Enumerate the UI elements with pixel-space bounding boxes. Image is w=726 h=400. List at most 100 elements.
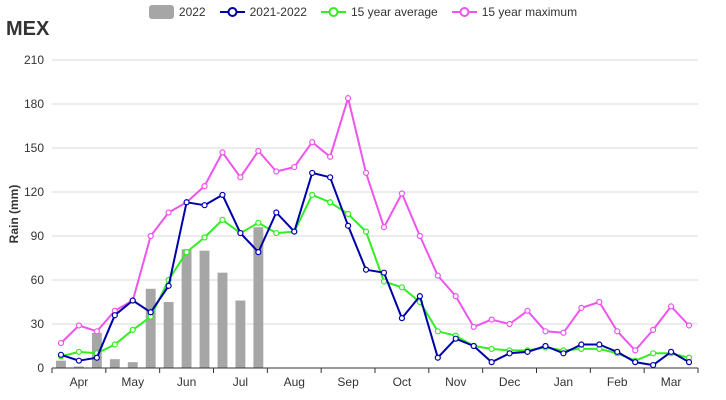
data-point [506, 350, 513, 357]
bar [217, 272, 228, 368]
data-point [201, 234, 208, 241]
data-point [380, 224, 388, 231]
data-point [452, 335, 459, 342]
data-point [667, 348, 675, 355]
data-point [219, 149, 226, 156]
data-point [362, 228, 370, 235]
line-series-15-year-maximum [57, 95, 693, 354]
legend-label: 2022 [178, 5, 206, 19]
data-point [434, 354, 441, 361]
legend-item-15-year-average[interactable]: 15 year average [320, 3, 438, 21]
bar [199, 250, 210, 368]
legend[interactable]: 2022 2021-2022 15 year average 15 year m… [0, 3, 726, 21]
data-point [362, 169, 370, 177]
data-point [596, 298, 603, 306]
data-point [147, 309, 154, 316]
y-tick-label: 0 [37, 361, 44, 375]
legend-label: 15 year maximum [481, 5, 578, 19]
axes: 0 30 60 90 120 150 180 210 Apr May Jun Jul Aug Sep Oct… [24, 53, 699, 389]
bar [235, 300, 246, 368]
bar [181, 249, 192, 368]
x-tick-label: Jan [554, 375, 573, 389]
data-point [650, 350, 657, 357]
data-point [578, 304, 585, 311]
legend-label: 2021-2022 [249, 5, 307, 19]
data-point [344, 95, 352, 102]
data-point [542, 328, 549, 335]
data-point [201, 183, 208, 190]
data-point [219, 191, 226, 199]
line-series [57, 95, 693, 369]
legend-item-2022[interactable]: 2022 [148, 3, 206, 21]
y-tick-label: 180 [24, 97, 44, 111]
y-tick-label: 30 [31, 317, 45, 331]
data-point [75, 348, 83, 355]
data-point [111, 312, 118, 319]
data-point [560, 329, 567, 336]
data-point [57, 351, 65, 358]
data-point [75, 322, 83, 329]
data-point [93, 354, 100, 361]
data-point [596, 341, 603, 348]
legend-item-15-year-maximum[interactable]: 15 year maximum [451, 3, 578, 21]
x-tick-label: Apr [70, 375, 89, 389]
data-point [416, 293, 423, 300]
bar [163, 302, 174, 368]
data-point [219, 216, 226, 223]
data-point [524, 348, 531, 355]
data-point [291, 228, 298, 235]
data-point [165, 282, 172, 289]
data-point [183, 249, 190, 256]
x-tick-label: Feb [607, 375, 628, 389]
data-point [362, 266, 370, 273]
x-tick-label: Oct [393, 375, 412, 389]
y-tick-label: 60 [31, 273, 45, 287]
data-point [470, 323, 477, 331]
y-axis-label: Rain (mm) [7, 185, 21, 244]
bar [56, 360, 66, 368]
data-point [237, 174, 244, 181]
data-point [488, 359, 495, 366]
bar [73, 366, 84, 368]
line-series-2021-2022 [57, 169, 693, 369]
data-point [327, 174, 334, 181]
data-point [255, 147, 262, 155]
x-tick-label: May [121, 375, 144, 389]
data-point [685, 359, 693, 366]
x-tick-label: Aug [284, 375, 305, 389]
data-point [75, 357, 83, 364]
data-point [632, 347, 639, 354]
bar [109, 359, 120, 368]
data-point [309, 191, 316, 199]
data-point [506, 320, 513, 328]
y-tick-label: 210 [24, 53, 44, 67]
data-point [632, 359, 639, 366]
data-point [291, 163, 298, 171]
data-point [344, 210, 352, 218]
data-point [273, 209, 280, 216]
series-line [60, 97, 690, 352]
data-point [685, 322, 693, 329]
data-point [93, 328, 100, 335]
data-point [614, 348, 621, 355]
data-point [667, 303, 675, 310]
data-point [129, 297, 136, 304]
data-point [255, 249, 262, 256]
x-tick-label: Jul [233, 375, 248, 389]
x-tick-label: Mar [661, 375, 682, 389]
data-point [434, 328, 441, 335]
data-point [650, 361, 657, 369]
chart-title: MEX [6, 18, 50, 40]
y-tick-label: 150 [24, 141, 44, 155]
legend-item-2021-2022[interactable]: 2021-2022 [219, 3, 307, 21]
data-point [650, 326, 657, 333]
data-point [327, 199, 334, 206]
data-point [542, 342, 549, 350]
data-point [560, 350, 567, 357]
bar [253, 227, 264, 368]
data-point [327, 153, 334, 160]
grid-lines [52, 59, 698, 325]
data-point [344, 222, 352, 229]
data-point [111, 341, 118, 348]
